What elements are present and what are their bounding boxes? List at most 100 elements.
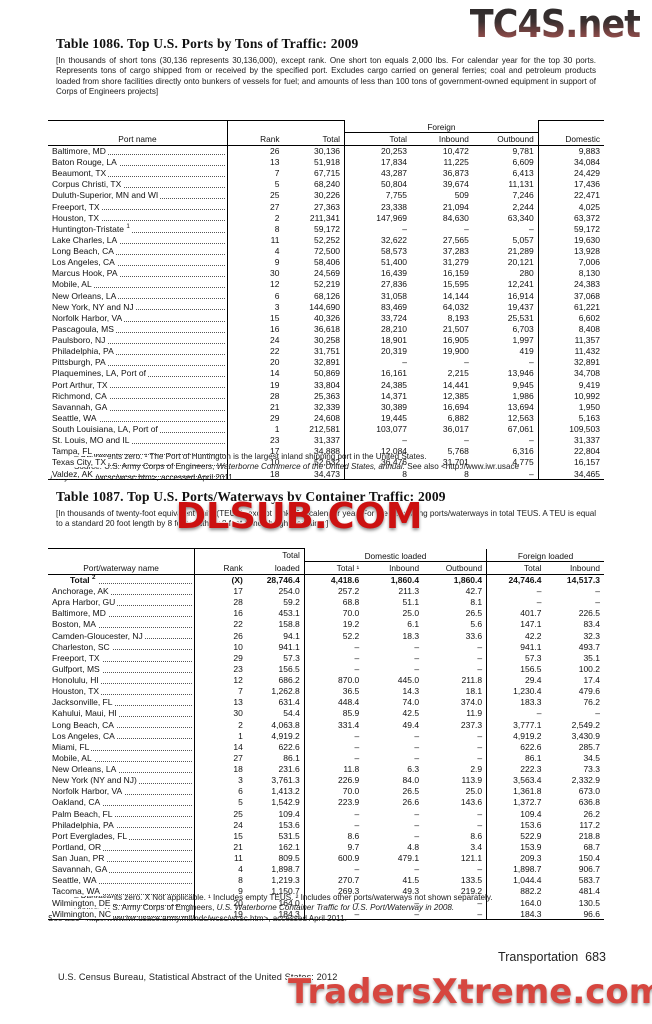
cell-value: – xyxy=(477,819,483,830)
cell-value: 13 xyxy=(194,696,247,708)
row-label: Total 2 xyxy=(48,573,195,586)
cell-value: – xyxy=(414,663,420,674)
cell-value: 74.0 xyxy=(402,697,420,708)
row-label-text: Seattle, WA xyxy=(52,412,99,423)
cell-value: 673.0 xyxy=(578,786,600,797)
row-label-text: Jacksonville, FL xyxy=(52,697,115,708)
cell-value: 16,157 xyxy=(537,457,604,469)
cell-value: 600.9 xyxy=(303,852,364,864)
row-label: Savannah, GA xyxy=(48,864,195,875)
cell-value: 27,836 xyxy=(344,279,412,291)
cell-value: – xyxy=(303,752,364,764)
cell-value: 1,860.4 xyxy=(363,573,424,586)
cell-value: 33,724 xyxy=(344,312,412,324)
cell-value: 401.7 xyxy=(486,607,546,619)
col-header-dom-outbound: Outbound xyxy=(445,562,483,573)
cell-value: 6 xyxy=(226,290,284,302)
cell-value: 479.6 xyxy=(578,686,600,697)
row-label-text: Charleston, SC xyxy=(52,641,112,652)
leader-dots xyxy=(52,153,225,155)
cell-value: 19 xyxy=(226,379,284,391)
cell-value: – xyxy=(477,897,483,908)
table-row: Portland, OR 21 162.1 9.7 4.8 3.4 153.9 68.7 xyxy=(48,841,604,853)
row-label-text: Wilmington, NC xyxy=(52,908,114,919)
cell-value: 24 xyxy=(194,819,247,831)
row-label: Pittsburgh, PA xyxy=(48,357,227,368)
leader-dots xyxy=(52,476,225,478)
cell-value: – xyxy=(303,863,364,875)
cell-value: 448.4 xyxy=(303,696,364,708)
cell-value: 622.6 xyxy=(486,741,546,753)
table-row: Savannah, GA 4 1,898.7– – –1,898.7 906.7 xyxy=(48,863,604,875)
cell-value: 23 xyxy=(194,663,247,675)
source-italic: Waterborne Commerce of the United States… xyxy=(216,462,405,472)
leader-dots xyxy=(52,871,193,873)
cell-value: 9,419 xyxy=(537,379,604,391)
cell-value: 1,413.2 xyxy=(271,786,300,797)
leader-dots xyxy=(52,627,193,629)
cell-value: 26.5 xyxy=(465,608,483,619)
cell-value: 158.8 xyxy=(278,619,300,630)
table-row: Philadelphia, PA 22 31,751 20,319 19,900 419 1… xyxy=(48,345,604,357)
leader-dots xyxy=(52,749,193,751)
row-label: New Orleans, LA xyxy=(48,764,195,775)
cell-value: 493.7 xyxy=(578,641,600,652)
cell-value: 6,316 xyxy=(512,446,534,457)
cell-value: 30,389 xyxy=(344,401,412,413)
row-label-text: Philadelphia, PA xyxy=(52,346,116,357)
cell-value: 30,136 xyxy=(283,144,345,157)
table-1086-body: Baltimore, MD 26 30,136 20,253 10,472 9,781 9,… xyxy=(48,144,604,480)
table-row: Norfolk Harbor, VA 15 40,326 33,724 8,193 25,… xyxy=(48,312,604,324)
cell-value: 25.0 xyxy=(465,786,483,797)
row-label: Jacksonville, FL xyxy=(48,697,195,708)
cell-value: 153.6 xyxy=(486,819,546,831)
row-label-text: Los Angeles, CA xyxy=(52,257,117,268)
row-label-text: Portland, OR xyxy=(52,841,104,852)
cell-value: – xyxy=(414,641,420,652)
cell-value: 32,891 xyxy=(314,357,341,368)
cell-value: 9,945 xyxy=(512,379,534,390)
cell-value: 63,340 xyxy=(507,212,534,223)
cell-value: 29 xyxy=(194,652,247,664)
row-label: New York (NY and NJ) xyxy=(48,775,195,786)
col-header-dom-inbound: Inbound xyxy=(389,562,420,573)
cell-value: 7,006 xyxy=(537,256,604,268)
row-label-text: Baltimore, MD xyxy=(52,145,108,156)
col-header-total-loaded-line1: Total xyxy=(246,548,305,561)
cell-value: – xyxy=(303,730,364,742)
row-label-text: Corpus Christi, TX xyxy=(52,179,124,190)
cell-value: 35.1 xyxy=(583,652,600,663)
table-row: Jacksonville, FL 13 631.4 448.4 74.0 374.0 183… xyxy=(48,696,604,708)
cell-value: 31,337 xyxy=(537,434,604,446)
table-row: Palm Beach, FL 25 109.4– – –109.4 26.2 xyxy=(48,808,604,820)
cell-value: 25,363 xyxy=(314,390,341,401)
row-label-text: Oakland, CA xyxy=(52,797,103,808)
table-row: Freeport, TX 29 57.3– – –57.3 35.1 xyxy=(48,652,604,664)
row-label: Houston, TX xyxy=(48,212,227,223)
cell-value: 7 xyxy=(194,685,247,697)
cell-value: 76.2 xyxy=(583,697,600,708)
table-row: Wilmington, NC 19 184.3– – –184.3 96.6 xyxy=(48,908,604,920)
cell-value: 1,262.8 xyxy=(271,686,300,697)
cell-value: 6,602 xyxy=(537,312,604,324)
leader-dots xyxy=(52,331,225,333)
cell-value: 17,436 xyxy=(537,178,604,190)
cell-value: 9,883 xyxy=(537,144,604,157)
cell-value: 15,595 xyxy=(442,279,469,290)
cell-value: 15 xyxy=(194,830,247,842)
cell-value: 18,901 xyxy=(344,334,412,346)
row-label-text: Palm Beach, FL xyxy=(52,808,115,819)
cell-value: 84,630 xyxy=(442,212,469,223)
table-1087-head-row-1: Port/waterway name Total Domestic loaded… xyxy=(48,548,604,574)
cell-value: 226.5 xyxy=(578,608,600,619)
col-header-total: Total xyxy=(322,133,341,144)
row-label-text: Camden-Gloucester, NJ xyxy=(52,630,145,641)
cell-value: 147.1 xyxy=(486,619,546,631)
row-label: Philadelphia, PA xyxy=(48,819,195,830)
cell-value: 24,746.4 xyxy=(486,573,546,586)
cell-value: 23,338 xyxy=(344,201,412,213)
source-line2: .army.mil/ndc/wcsc/wcsc.htm>, accessed A… xyxy=(48,472,236,482)
cell-value: 20,253 xyxy=(344,144,412,157)
cell-value: 21 xyxy=(226,401,284,413)
cell-value: 30,226 xyxy=(314,190,341,201)
